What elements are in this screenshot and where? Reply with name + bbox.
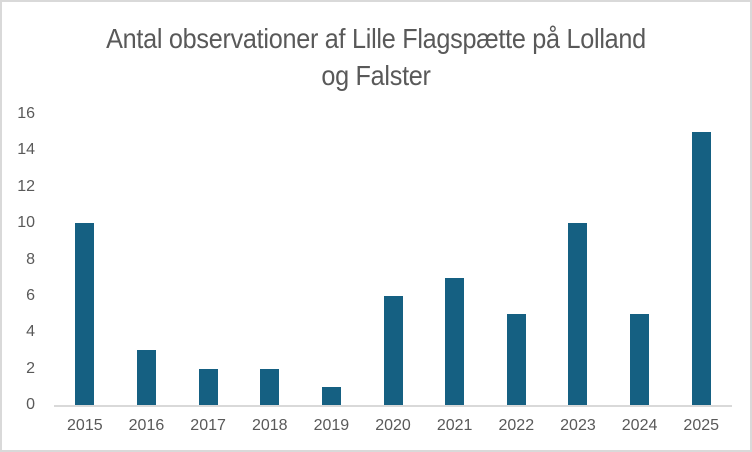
y-tick-label: 10 [17,214,35,232]
bar-slot [609,114,671,405]
x-tick-label: 2025 [683,417,720,434]
bar-slot [54,114,116,405]
bar-slot [177,114,239,405]
x-tick-label: 2018 [251,417,288,434]
bar-2023 [568,223,588,405]
plot-area: 0 2 4 6 8 10 12 14 16 2015 2016 2017 2018 2019 2020 20… [17,105,732,434]
bar-2022 [506,314,526,405]
x-tick-label: 2022 [498,417,535,434]
bar-slot [547,114,609,405]
bar-2017 [198,368,218,405]
x-axis: 2015 2016 2017 2018 2019 2020 2021 2022 2023 2024… [54,417,732,435]
x-tick-label: 2017 [190,417,226,434]
x-tick-label: 2021 [436,417,473,434]
chart-title-line-1: Antal observationer af Lille Flagspætte … [106,23,646,54]
bar-2016 [136,350,156,405]
y-tick-label: 0 [26,396,35,413]
x-axis-line [54,405,732,407]
x-tick-label: 2019 [313,417,350,434]
bar-slot [239,114,301,405]
y-tick-label: 12 [17,177,35,195]
y-tick-label: 4 [26,323,35,341]
bar-2020 [383,295,403,405]
x-tick-label: 2016 [128,417,165,434]
bar-2024 [630,314,650,405]
chart-title: Antal observationer af Lille Flagspætte … [39,20,712,94]
x-tick-label: 2024 [621,417,658,434]
bar-slot [424,114,486,405]
bar-slot [116,114,178,405]
bar-2025 [691,132,711,405]
x-tick-label: 2015 [67,417,103,434]
y-axis: 0 2 4 6 8 10 12 14 16 [2,105,35,413]
bar-2021 [445,277,465,405]
y-tick-label: 6 [26,286,35,304]
bar-2018 [260,368,280,405]
x-tick-label: 2023 [560,417,596,434]
bars-container [54,114,732,405]
bar-slot [362,114,424,405]
bar-slot [670,114,732,405]
bar-2019 [321,386,341,405]
bar-2015 [75,223,95,405]
x-tick-label: 2020 [375,417,411,434]
y-tick-label: 16 [17,105,35,122]
y-tick-label: 2 [26,359,35,377]
bar-slot [301,114,363,405]
chart-title-line-2: og Falster [321,60,431,91]
bar-slot [485,114,547,405]
y-tick-label: 8 [26,250,35,268]
y-tick-label: 14 [17,141,35,159]
